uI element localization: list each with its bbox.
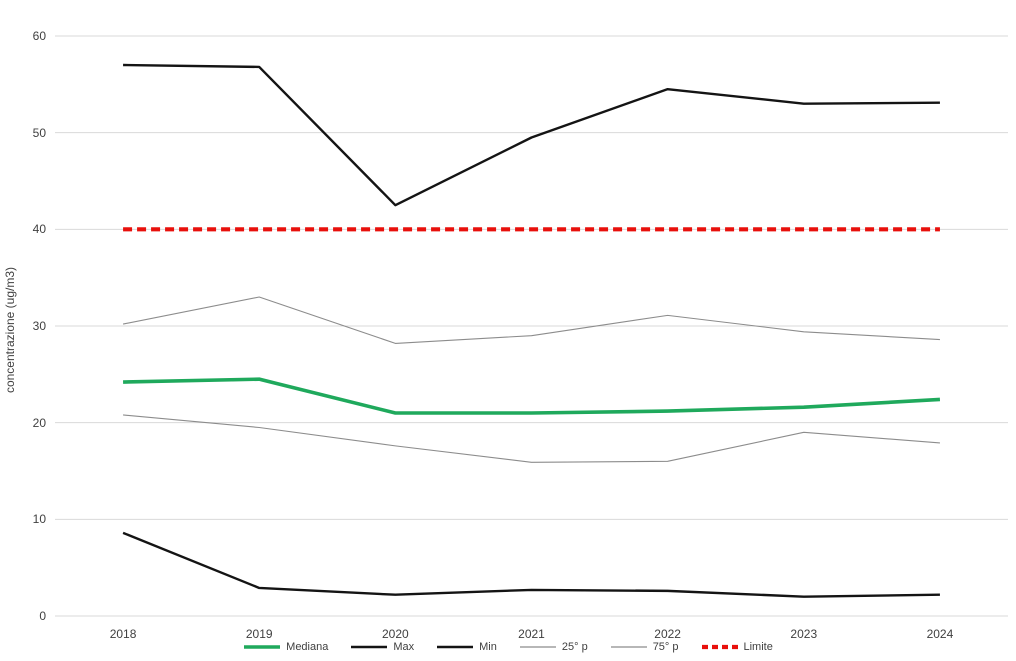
legend-label-mediana: Mediana xyxy=(286,641,329,653)
x-tick-label: 2024 xyxy=(926,627,954,641)
x-tick-label: 2020 xyxy=(381,627,409,641)
legend-label-limite: Limite xyxy=(743,641,773,653)
legend-line-swatch xyxy=(610,646,647,648)
y-tick-label: 30 xyxy=(32,319,46,333)
legend-item-mediana: Mediana xyxy=(243,641,328,653)
series-line-mediana xyxy=(123,377,941,415)
y-tick-label: 20 xyxy=(32,415,46,430)
legend-item-max: Max xyxy=(350,641,414,653)
legend-line-swatch xyxy=(244,645,281,649)
legend-label-min: Min xyxy=(479,641,497,653)
legend-item-75-p: 75° p xyxy=(610,641,679,653)
x-tick-label: 2023 xyxy=(790,627,818,641)
series-line-max xyxy=(123,63,940,207)
y-tick-label: 60 xyxy=(32,29,46,43)
x-tick-label: 2018 xyxy=(109,627,137,641)
legend-item-25-p: 25° p xyxy=(519,641,588,653)
legend-label-75-p: 75° p xyxy=(652,641,679,653)
x-tick-label: 2021 xyxy=(518,627,545,641)
y-tick-label: 10 xyxy=(32,512,46,527)
legend-line-swatch xyxy=(519,646,556,648)
legend-item-min: Min xyxy=(436,641,497,653)
legend-label-max: Max xyxy=(393,641,415,653)
legend-line-swatch xyxy=(351,645,388,649)
legend-line-swatch xyxy=(437,645,474,649)
y-tick-label: 50 xyxy=(32,125,46,140)
y-tick-label: 0 xyxy=(39,609,46,623)
legend-line-swatch xyxy=(701,644,738,650)
series-line-min xyxy=(122,531,940,598)
x-tick-label: 2022 xyxy=(654,627,681,641)
legend-label-25-p: 25° p xyxy=(561,641,588,653)
chart-legend: Mediana Max Min 25° p 75° p Limite xyxy=(0,641,1016,653)
legend-item-limite: Limite xyxy=(701,641,773,653)
series-line-75-p xyxy=(122,296,940,344)
x-tick-label: 2019 xyxy=(245,627,273,641)
series-line-25-p xyxy=(123,414,940,463)
y-tick-label: 40 xyxy=(32,222,46,237)
